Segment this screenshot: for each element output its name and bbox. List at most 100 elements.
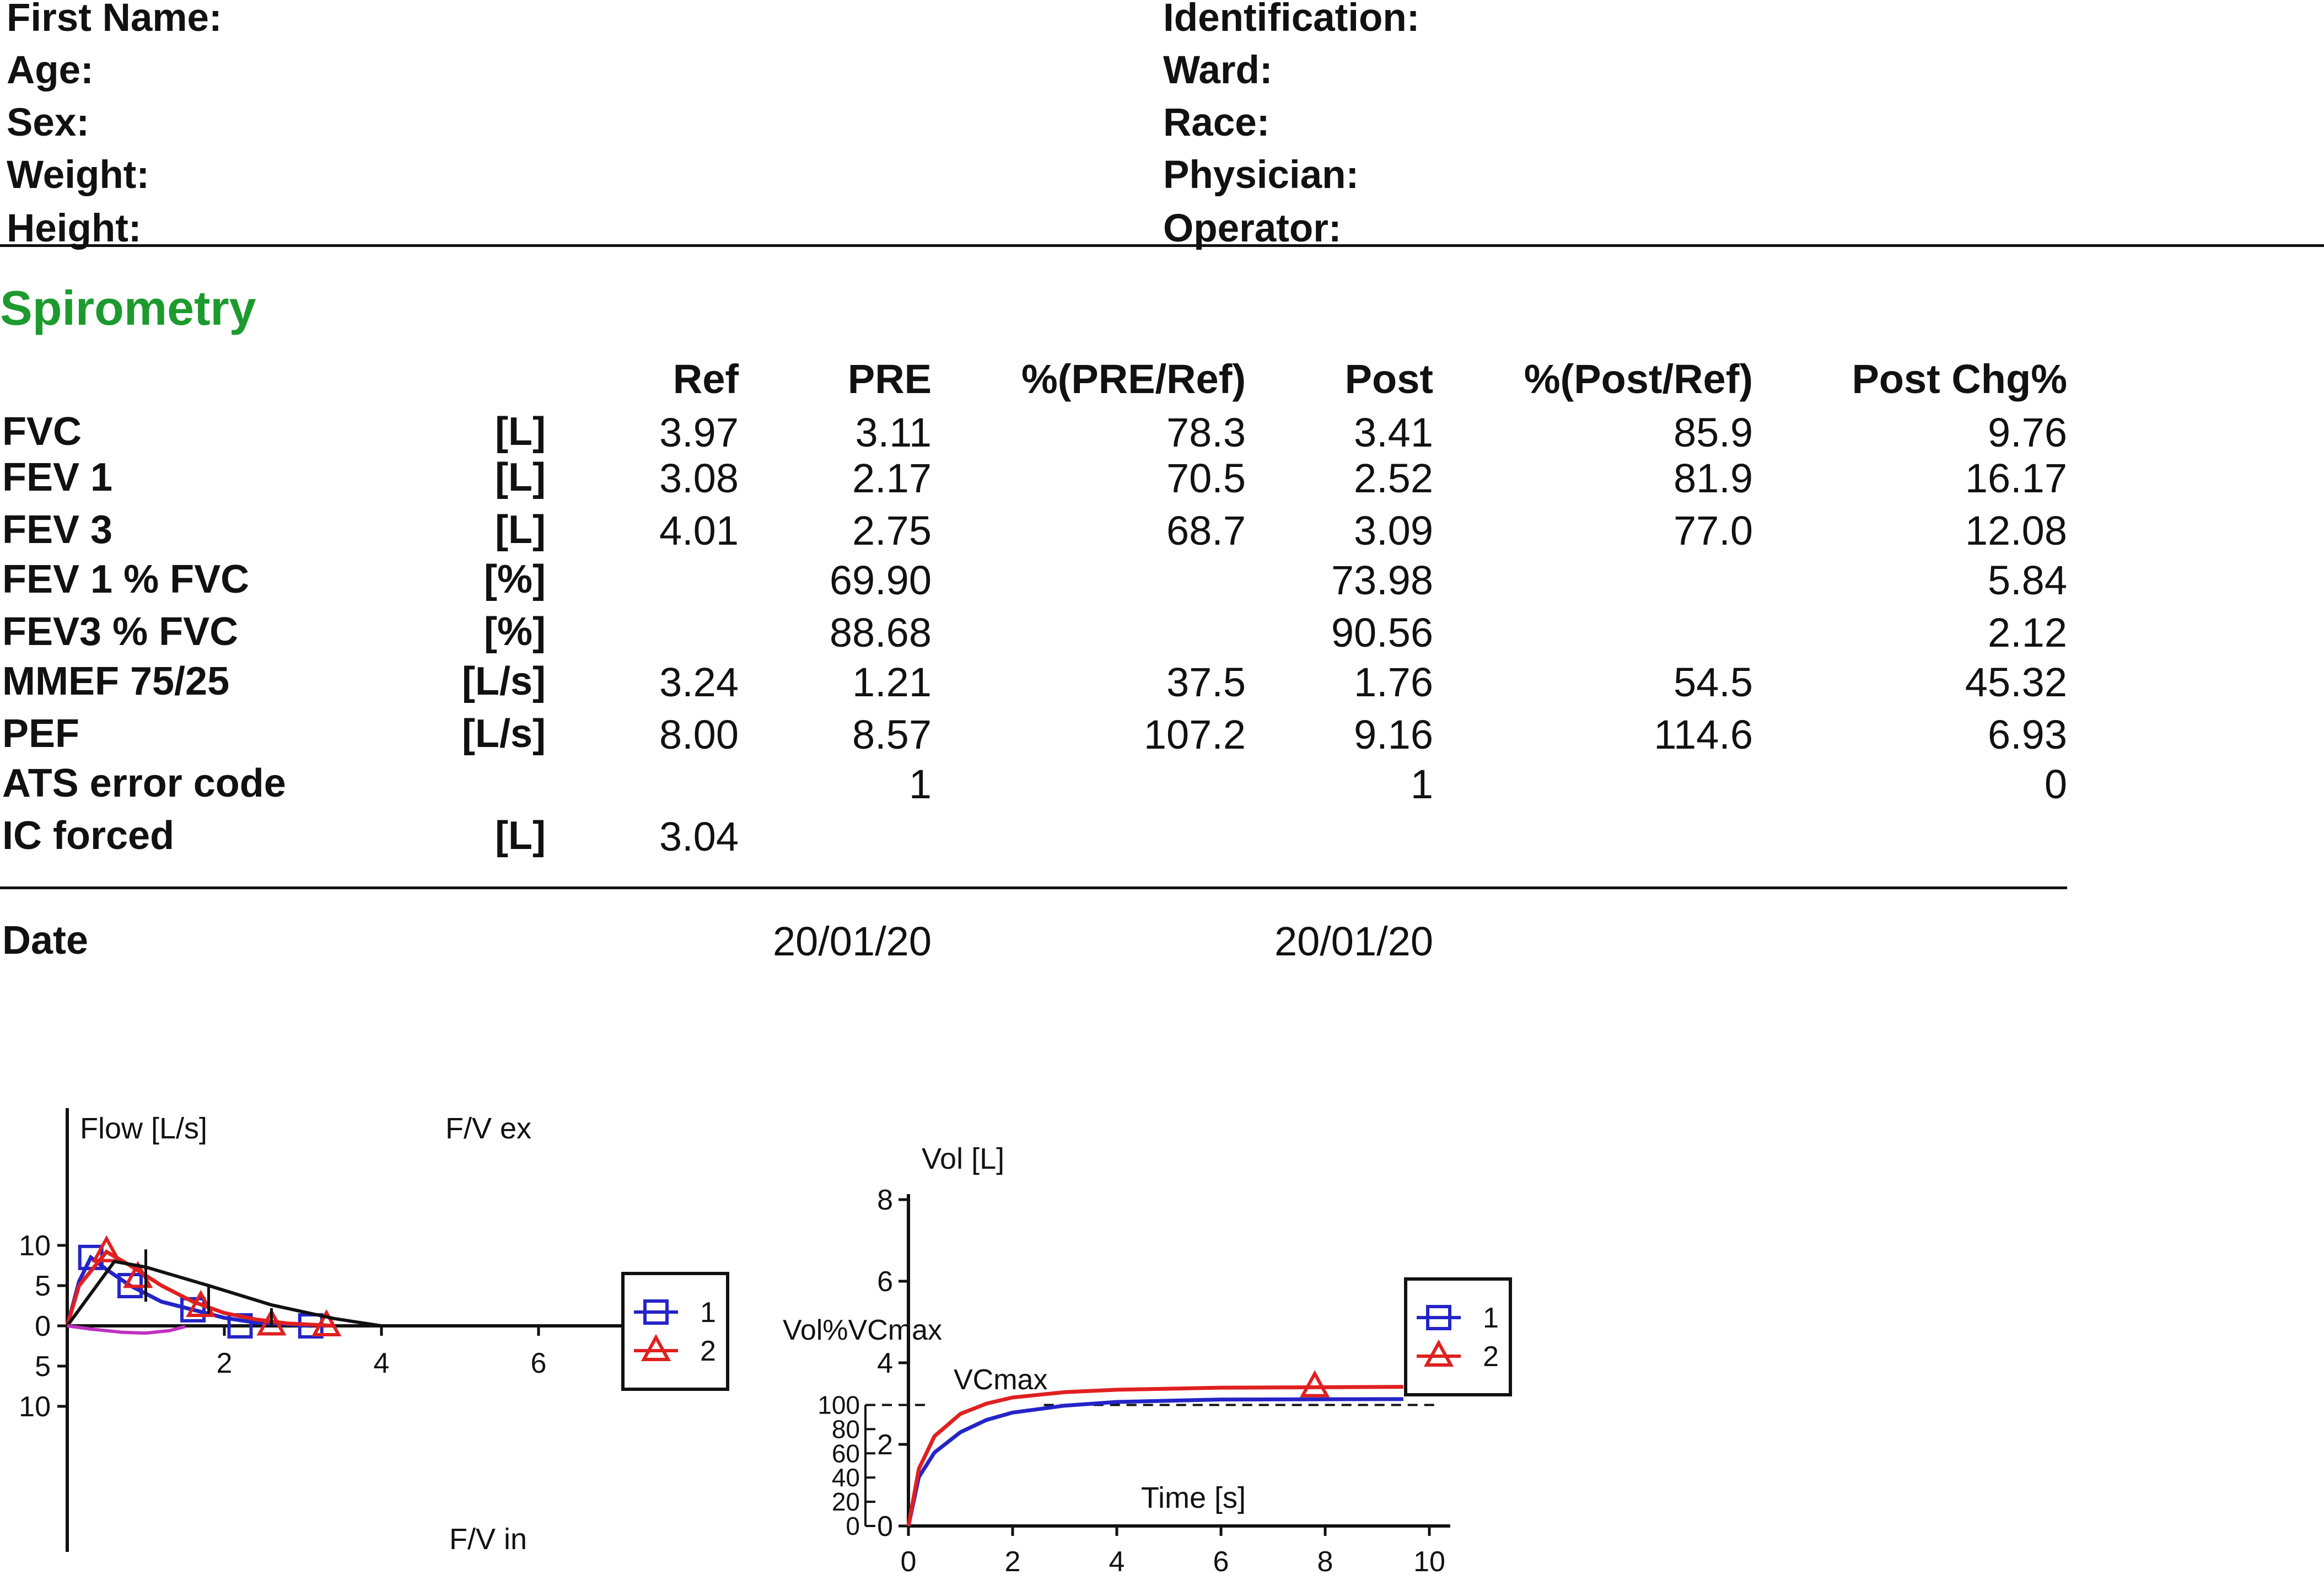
cell-ref: 3.97 [659,410,739,455]
row-label: FEV3 % FVC [2,610,239,654]
flow-volume-top-label: F/V ex [445,1112,531,1145]
x-tick-label: 4 [1109,1546,1125,1578]
cell-post-chg: 16.17 [1965,455,2067,501]
cell-post-ref: 54.5 [1673,659,1753,705]
row-unit: [L/s] [462,659,546,703]
cell-pre-ref: 70.5 [1166,455,1246,501]
cell-post: 3.09 [1353,508,1433,553]
legend-label-2: 2 [1483,1341,1499,1373]
y-tick-label: 0 [877,1511,893,1543]
y-tick-label: 10 [19,1230,51,1262]
percent-tick-label: 40 [832,1463,860,1492]
cell-pre: 1.21 [852,659,932,705]
cell-post-ref: 85.9 [1673,410,1753,455]
x-tick-label: 8 [1317,1546,1333,1578]
y-tick-label: 4 [877,1347,893,1379]
cell-post-ref: 81.9 [1673,455,1753,501]
weight-label: Weight: [7,153,149,197]
cell-post: 3.41 [1353,410,1433,455]
first-name-label: First Name: [7,0,222,40]
age-label: Age: [7,49,94,92]
volume-time-secondary-ylabel: Vol%VCmax [783,1314,942,1346]
header-divider [0,244,2324,247]
percent-tick-label: 60 [832,1439,860,1468]
series-line-1 [906,1397,1403,1527]
x-tick-label: 0 [901,1546,917,1578]
cell-post-chg: 9.76 [1987,410,2067,455]
x-tick-label: 2 [1005,1546,1021,1578]
y-tick-label: 5 [35,1351,51,1383]
series-2-marker [1300,1370,1330,1398]
row-label: FEV 1 % FVC [2,557,250,601]
cell-pre-ref: 107.2 [1143,712,1246,757]
cell-pre: 88.68 [829,610,932,655]
cell-post-chg: 2.12 [1987,610,2067,655]
series-1-marker [180,1297,206,1323]
table-divider [0,886,2067,889]
sex-label: Sex: [7,101,89,144]
y-tick-label: 10 [19,1391,51,1423]
col-header-post-chg: Post Chg% [1852,356,2067,402]
y-tick-label: 2 [877,1429,893,1461]
series-2-marker [186,1289,216,1317]
row-unit: [L] [495,508,546,552]
x-tick-label: 6 [1213,1546,1229,1578]
series-line-2 [65,1249,335,1328]
section-title: Spirometry [0,281,256,335]
cell-post: 1.76 [1353,659,1433,705]
cell-post: 2.52 [1353,455,1433,501]
x-tick-label: 2 [217,1347,233,1379]
cell-post: 90.56 [1331,610,1433,655]
x-tick-label: 10 [1413,1546,1445,1578]
row-unit: [L] [495,455,546,499]
pre-date: 20/01/20 [772,918,932,964]
series-2-marker [311,1309,342,1336]
row-label: FVC [2,410,82,454]
volume-time-xlabel: Time [s] [1141,1481,1246,1514]
x-tick-label: 6 [531,1347,547,1379]
cell-pre: 69.90 [829,557,932,603]
date-label: Date [2,918,89,963]
legend-box [1404,1277,1512,1396]
post-date: 20/01/20 [1274,918,1433,964]
legend-marker-2 [1423,1339,1454,1367]
y-tick-label: 5 [35,1270,51,1302]
cell-post: 9.16 [1353,712,1433,757]
cell-pre: 8.57 [852,712,932,757]
cell-post-chg: 45.32 [1965,659,2067,705]
identification-label: Identification: [1163,0,1420,40]
physician-label: Physician: [1163,153,1359,197]
cell-pre: 2.17 [852,455,932,501]
flow-volume-bottom-label: F/V in [449,1523,527,1556]
y-tick-label: 8 [877,1184,893,1216]
col-header-post: Post [1344,356,1433,402]
ward-label: Ward: [1163,49,1273,92]
row-label: FEV 1 [2,455,113,499]
legend-label-1: 1 [1483,1302,1499,1334]
col-header-post-ref: %(Post/Ref) [1524,356,1753,402]
cell-post-ref: 77.0 [1673,508,1753,553]
cell-pre: 3.11 [855,410,932,455]
cell-post-chg: 0 [2044,761,2067,807]
cell-post-chg: 6.93 [1987,712,2067,757]
y-tick-label: 6 [877,1266,893,1298]
row-unit: [%] [484,610,546,654]
series-2-marker [256,1308,287,1336]
row-unit: [L/s] [462,712,546,756]
percent-tick-label: 100 [817,1390,860,1419]
row-label: FEV 3 [2,508,113,552]
legend-label-1: 1 [700,1297,716,1329]
legend-marker-1 [643,1299,669,1325]
row-label: IC forced [2,814,175,858]
cell-pre-ref: 78.3 [1166,410,1246,455]
cell-ref: 3.24 [659,659,739,705]
row-label: MMEF 75/25 [2,659,230,703]
cell-ref: 3.04 [659,814,739,859]
height-label: Height: [7,207,142,250]
row-unit: [L] [495,410,546,454]
col-header-pre-ref: %(PRE/Ref) [1021,356,1246,402]
col-header-pre: PRE [847,356,932,402]
series-line-reference [67,1324,186,1335]
flow-volume-ylabel: Flow [L/s] [80,1112,207,1145]
row-label: PEF [2,712,80,756]
